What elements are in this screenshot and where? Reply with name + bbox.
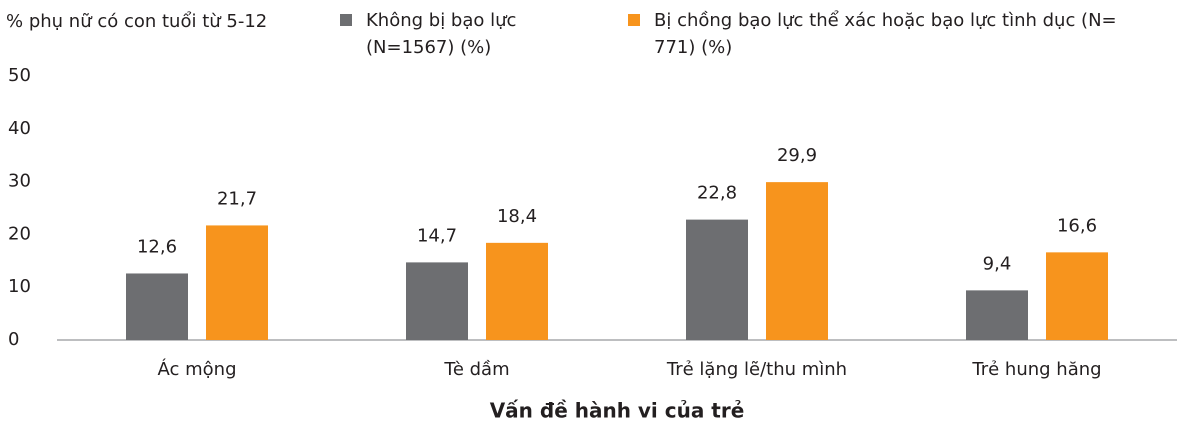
- y-tick-label: 40: [8, 118, 31, 139]
- bar: [126, 273, 188, 340]
- bar: [686, 219, 748, 340]
- x-tick-label: Tè dầm: [443, 359, 509, 380]
- y-tick-label: 30: [8, 171, 31, 192]
- data-label: 29,9: [777, 145, 817, 166]
- bar: [206, 225, 268, 340]
- legend-label: Bị chồng bạo lực thể xác hoặc bạo lực tì…: [654, 10, 1117, 58]
- y-tick-label: 0: [8, 329, 19, 350]
- data-label: 14,7: [417, 225, 457, 246]
- legend-swatch: [340, 14, 352, 26]
- data-label: 9,4: [983, 253, 1012, 274]
- bar: [766, 182, 828, 340]
- bar: [1046, 252, 1108, 340]
- bar: [486, 242, 548, 340]
- x-tick-label: Trẻ lặng lẽ/thu mình: [666, 359, 847, 380]
- y-tick-label: 10: [8, 276, 31, 297]
- x-tick-label: Ác mộng: [158, 358, 237, 380]
- bar: [966, 290, 1028, 340]
- data-label: 21,7: [217, 188, 257, 209]
- x-axis-title: Vấn đề hành vi của trẻ: [490, 399, 745, 423]
- data-label: 12,6: [137, 236, 177, 257]
- data-label: 22,8: [697, 183, 737, 204]
- legend-label: Không bị bạo lực (N=1567) (%): [366, 10, 517, 58]
- legend-swatch: [628, 14, 640, 26]
- y-tick-label: 50: [8, 65, 31, 86]
- y-axis-title: % phụ nữ có con tuổi từ 5-12: [6, 11, 267, 32]
- bar: [406, 262, 468, 340]
- x-tick-label: Trẻ hung hăng: [971, 359, 1101, 380]
- data-label: 16,6: [1057, 215, 1097, 236]
- y-tick-label: 20: [8, 223, 31, 244]
- data-label: 18,4: [497, 206, 537, 227]
